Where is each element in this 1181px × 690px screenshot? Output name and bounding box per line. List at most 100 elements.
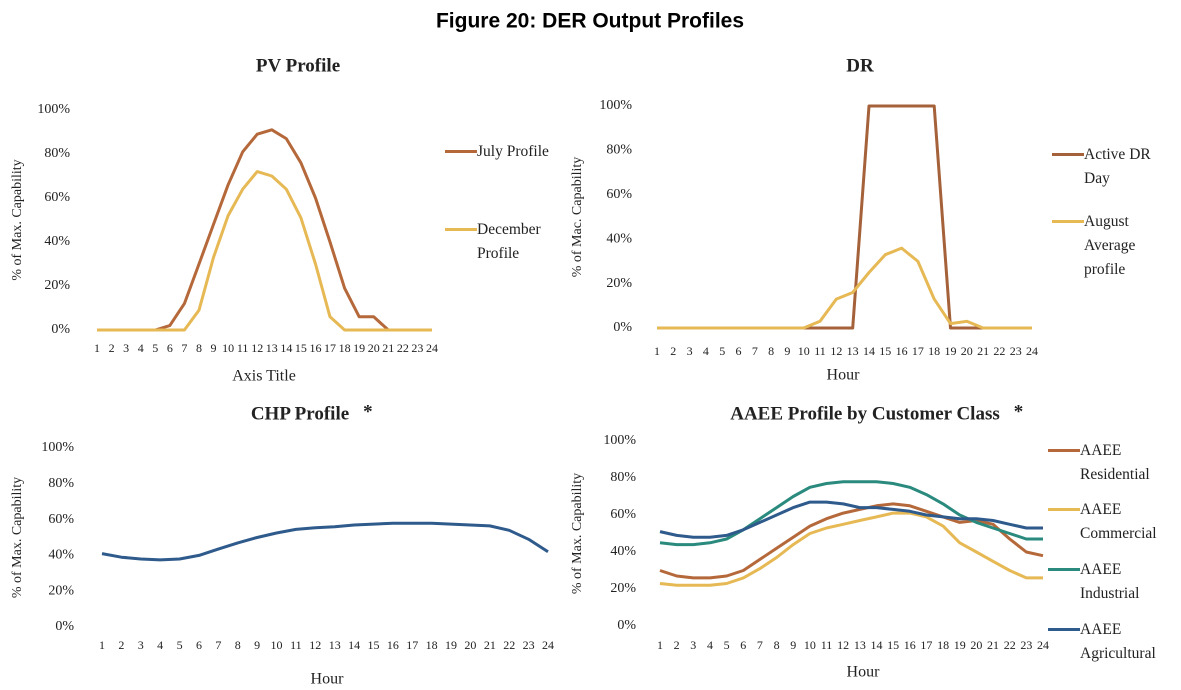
x-tick-label: 9: [254, 638, 260, 652]
data-line: [97, 170, 432, 332]
y-tick-label: 80%: [44, 146, 70, 161]
legend-item: AAEE Industrial: [1048, 558, 1180, 606]
x-tick-label: 10: [804, 638, 816, 652]
x-tick-label: 8: [768, 344, 774, 358]
x-tick-label: 24: [426, 341, 438, 355]
x-tick-label: 21: [484, 638, 496, 652]
x-tick-label: 6: [196, 638, 202, 652]
x-axis-title: Hour: [827, 367, 861, 384]
x-tick-label: 14: [870, 638, 882, 652]
x-tick-label: 17: [324, 341, 336, 355]
x-tick-label: 20: [368, 341, 380, 355]
legend-swatch: [1052, 153, 1084, 156]
x-tick-label: 4: [703, 344, 709, 358]
x-tick-label: 8: [774, 638, 780, 652]
x-tick-label: 17: [912, 344, 924, 358]
y-tick-label: 0%: [617, 618, 636, 633]
data-line: [659, 502, 1044, 580]
y-tick-label: 0%: [55, 619, 74, 634]
x-tick-label: 17: [920, 638, 932, 652]
x-tick-label: 13: [854, 638, 866, 652]
legend-item: AAEE Commercial: [1048, 498, 1180, 546]
x-tick-label: 7: [181, 341, 187, 355]
x-tick-label: 19: [954, 638, 966, 652]
data-line: [659, 511, 1043, 587]
x-tick-label: 23: [411, 341, 423, 355]
x-tick-label: 24: [1037, 638, 1049, 652]
x-tick-label: 20: [970, 638, 982, 652]
x-tick-label: 15: [367, 638, 379, 652]
x-tick-label: 18: [426, 638, 438, 652]
x-axis-title: Hour: [847, 664, 881, 681]
x-tick-label: 7: [215, 638, 221, 652]
x-tick-label: 21: [382, 341, 394, 355]
legend-label: August Average profile: [1084, 213, 1136, 278]
x-tick-label: 24: [1026, 344, 1038, 358]
x-tick-label: 20: [464, 638, 476, 652]
chart-title: PV Profile: [256, 55, 340, 76]
x-tick-label: 14: [348, 638, 360, 652]
x-tick-label: 3: [123, 341, 129, 355]
x-tick-label: 24: [542, 638, 554, 652]
y-tick-label: 100%: [37, 102, 70, 117]
legend-item: December Profile: [445, 218, 549, 266]
y-tick-label: 40%: [606, 231, 632, 246]
legend-item: AAEE Residential: [1048, 439, 1180, 487]
x-tick-label: 22: [993, 344, 1005, 358]
x-tick-label: 13: [266, 341, 278, 355]
x-tick-label: 23: [1020, 638, 1032, 652]
x-tick-label: 5: [719, 344, 725, 358]
x-tick-label: 12: [830, 344, 842, 358]
legend-item: Active DR Day: [1052, 143, 1156, 191]
y-tick-label: 40%: [44, 234, 70, 249]
y-tick-label: 60%: [44, 190, 70, 205]
y-axis-title: % of Max. Capability: [10, 159, 25, 280]
x-tick-label: 1: [94, 341, 100, 355]
x-tick-label: 7: [752, 344, 758, 358]
legend-swatch: [1048, 449, 1080, 452]
x-tick-label: 12: [837, 638, 849, 652]
legend-item: AAEE Agricultural: [1048, 618, 1180, 666]
x-tick-label: 19: [445, 638, 457, 652]
x-tick-label: 1: [657, 638, 663, 652]
x-tick-label: 2: [670, 344, 676, 358]
x-tick-label: 12: [251, 341, 263, 355]
x-tick-label: 11: [814, 344, 826, 358]
chart-title: DR: [846, 55, 874, 76]
x-tick-label: 1: [99, 638, 105, 652]
x-tick-label: 5: [177, 638, 183, 652]
y-tick-label: 60%: [610, 507, 636, 522]
x-axis-title: Axis Title: [232, 368, 296, 385]
legend-swatch: [1048, 508, 1080, 511]
x-tick-label: 18: [928, 344, 940, 358]
legend-swatch: [445, 150, 477, 153]
x-tick-label: 10: [798, 344, 810, 358]
x-tick-label: 6: [167, 341, 173, 355]
x-tick-label: 2: [118, 638, 124, 652]
x-tick-label: 19: [353, 341, 365, 355]
x-tick-label: 15: [887, 638, 899, 652]
legend-item: August Average profile: [1052, 210, 1156, 282]
legend-label: December Profile: [477, 221, 541, 262]
annotation: *: [363, 401, 373, 422]
y-tick-label: 0%: [51, 322, 70, 337]
y-axis-title: % of Mac. Capability: [570, 157, 585, 278]
legend-label: AAEE Agricultural: [1080, 621, 1156, 662]
x-tick-label: 1: [654, 344, 660, 358]
legend-swatch: [1052, 220, 1084, 223]
x-tick-label: 11: [821, 638, 833, 652]
y-tick-label: 0%: [613, 320, 632, 335]
x-tick-label: 3: [138, 638, 144, 652]
x-tick-label: 16: [309, 341, 321, 355]
x-tick-label: 22: [503, 638, 515, 652]
y-tick-label: 20%: [606, 276, 632, 291]
x-tick-label: 19: [944, 344, 956, 358]
legend-label: July Profile: [477, 143, 549, 160]
x-tick-label: 15: [879, 344, 891, 358]
x-tick-label: 7: [757, 638, 763, 652]
x-tick-label: 4: [157, 638, 163, 652]
y-tick-label: 20%: [44, 278, 70, 293]
y-axis-title: % of Max. Capability: [10, 477, 25, 598]
x-tick-label: 17: [406, 638, 418, 652]
